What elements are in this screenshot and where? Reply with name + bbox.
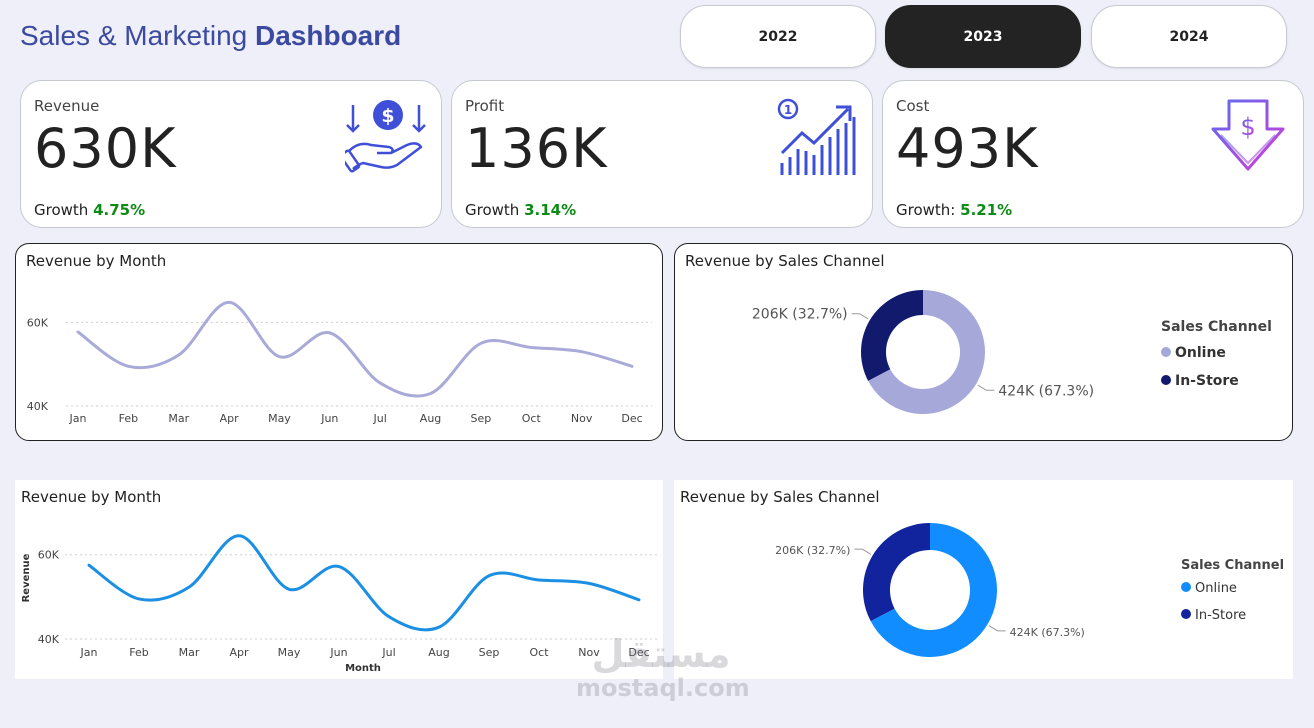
x-tick-label: May <box>278 646 301 659</box>
slice-leader-line <box>977 384 995 391</box>
x-tick-label: Jun <box>329 646 347 659</box>
kpi-value: 630K <box>34 117 177 180</box>
x-tick-label: Oct <box>529 646 549 659</box>
kpi-growth-value: 3.14% <box>524 201 577 219</box>
slice-leader-line <box>851 313 869 320</box>
year-button-2024[interactable]: 2024 <box>1091 5 1287 68</box>
x-axis-title: Month <box>345 663 381 674</box>
kpi-growth-label: Growth: <box>896 201 956 219</box>
x-tick-label: Jul <box>373 412 387 425</box>
legend-marker <box>1181 609 1191 619</box>
slice-leader-line <box>854 548 872 555</box>
page-title: Sales & Marketing Dashboard <box>20 20 401 52</box>
growth-chart-icon: 1 <box>777 98 856 175</box>
donut-slice-in-store <box>861 290 923 381</box>
legend-marker <box>1161 375 1171 385</box>
x-tick-label: Feb <box>119 412 138 425</box>
x-tick-label: Jan <box>69 412 87 425</box>
watermark-logo: مستقل mostaql.com <box>576 632 750 714</box>
slice-leader-line <box>988 625 1006 632</box>
x-tick-label: Dec <box>628 646 649 659</box>
x-tick-label: Sep <box>471 412 492 425</box>
legend-entry: Online <box>1195 581 1237 596</box>
svg-text:$: $ <box>1240 113 1255 141</box>
x-tick-label: May <box>268 412 291 425</box>
kpi-label: Revenue <box>34 97 100 115</box>
y-tick-label: 40K <box>27 400 49 413</box>
x-tick-label: Apr <box>220 412 240 425</box>
y-tick-label: 40K <box>38 633 60 646</box>
kpi-label: Cost <box>896 97 930 115</box>
kpi-growth-label: Growth <box>34 201 89 219</box>
x-tick-label: Apr <box>229 646 249 659</box>
watermark-arabic: مستقل <box>591 632 731 676</box>
slice-label: 424K (67.3%) <box>1010 626 1085 639</box>
x-tick-label: Nov <box>571 412 593 425</box>
year-button-2022[interactable]: 2022 <box>680 5 876 68</box>
money-hand-icon: $ <box>345 100 426 173</box>
page-title-regular: Sales & Marketing <box>20 20 248 51</box>
revenue-by-channel-chart: 424K (67.3%) 206K (32.7%) Sales Channel Onl… <box>752 290 1272 414</box>
series-line <box>76 300 634 398</box>
y-axis-title: Revenue <box>21 553 32 602</box>
slice-label: 206K (32.7%) <box>775 544 850 557</box>
kpi-value: 136K <box>465 117 608 180</box>
watermark-latin: mostaql.com <box>576 674 750 702</box>
chart-title: Revenue by Sales Channel <box>680 488 880 506</box>
kpi-growth: Growth: 5.21% <box>896 201 1012 219</box>
legend-title: Sales Channel <box>1181 558 1284 573</box>
svg-text:$: $ <box>381 105 394 127</box>
legend-marker <box>1181 582 1191 592</box>
x-tick-label: Dec <box>621 412 642 425</box>
x-tick-label: Mar <box>168 412 189 425</box>
chart-title: Revenue by Month <box>21 488 162 506</box>
x-tick-label: Feb <box>129 646 148 659</box>
x-tick-label: Aug <box>428 646 449 659</box>
kpi-growth: Growth 3.14% <box>465 201 576 219</box>
donut-slice-online <box>870 523 997 657</box>
kpi-growth: Growth 4.75% <box>34 201 145 219</box>
slice-label: 206K (32.7%) <box>752 307 848 323</box>
x-tick-label: Mar <box>179 646 200 659</box>
revenue-by-month-card-top: Revenue by Month 40K 60K Jan Feb Mar Apr May Ju… <box>15 243 663 441</box>
x-tick-label: Aug <box>420 412 441 425</box>
year-button-2023[interactable]: 2023 <box>885 5 1081 68</box>
series-line <box>87 534 641 632</box>
x-tick-label: Sep <box>479 646 500 659</box>
donut-slice-online <box>868 290 985 414</box>
x-tick-label: Jun <box>320 412 338 425</box>
kpi-value: 493K <box>896 117 1039 180</box>
kpi-growth-label: Growth <box>465 201 520 219</box>
page-title-bold: Dashboard <box>255 20 402 51</box>
chart-title: Revenue by Month <box>26 252 167 270</box>
svg-text:1: 1 <box>784 103 792 117</box>
legend-entry: Online <box>1175 345 1226 361</box>
revenue-by-channel-card-top: Revenue by Sales Channel 424K (67.3%) 206… <box>674 243 1293 441</box>
revenue-by-channel-chart: 424K (67.3%) 206K (32.7%) Sales Channel Onl… <box>775 523 1284 657</box>
slice-label: 424K (67.3%) <box>998 383 1094 399</box>
kpi-growth-value: 5.21% <box>960 201 1013 219</box>
legend-title: Sales Channel <box>1161 319 1272 335</box>
x-tick-label: Nov <box>578 646 600 659</box>
x-tick-label: Oct <box>522 412 542 425</box>
chart-title: Revenue by Sales Channel <box>685 252 885 270</box>
legend-marker <box>1161 347 1171 357</box>
legend-entry: In-Store <box>1175 373 1239 389</box>
y-tick-label: 60K <box>27 316 49 329</box>
y-tick-label: 60K <box>38 549 60 562</box>
x-tick-label: Jan <box>80 646 98 659</box>
x-tick-label: Jul <box>381 646 395 659</box>
revenue-by-channel-card-bottom: Revenue by Sales Channel 424K (67.3%) 206… <box>674 480 1293 679</box>
kpi-card-profit: Profit 136K Growth 3.14% 1 <box>451 80 873 228</box>
kpi-label: Profit <box>465 97 505 115</box>
legend-entry: In-Store <box>1195 608 1246 623</box>
kpi-card-cost: Cost 493K Growth: 5.21% $ <box>882 80 1304 228</box>
cost-down-icon: $ <box>1211 99 1285 171</box>
kpi-card-revenue: Revenue 630K Growth 4.75% $ <box>20 80 442 228</box>
revenue-by-month-chart: 40K 60K Jan Feb Mar Apr May Jun Jul Aug Sep Oct Nov D… <box>27 300 652 425</box>
kpi-growth-value: 4.75% <box>93 201 146 219</box>
revenue-by-month-chart: 40K 60K Jan Feb Mar Apr May Jun Jul Aug Sep Oct Nov D… <box>21 534 657 674</box>
revenue-by-month-card-bottom: Revenue by Month 40K 60K Jan Feb Mar Apr May Ju… <box>15 480 663 679</box>
donut-slice-in-store <box>863 523 930 622</box>
